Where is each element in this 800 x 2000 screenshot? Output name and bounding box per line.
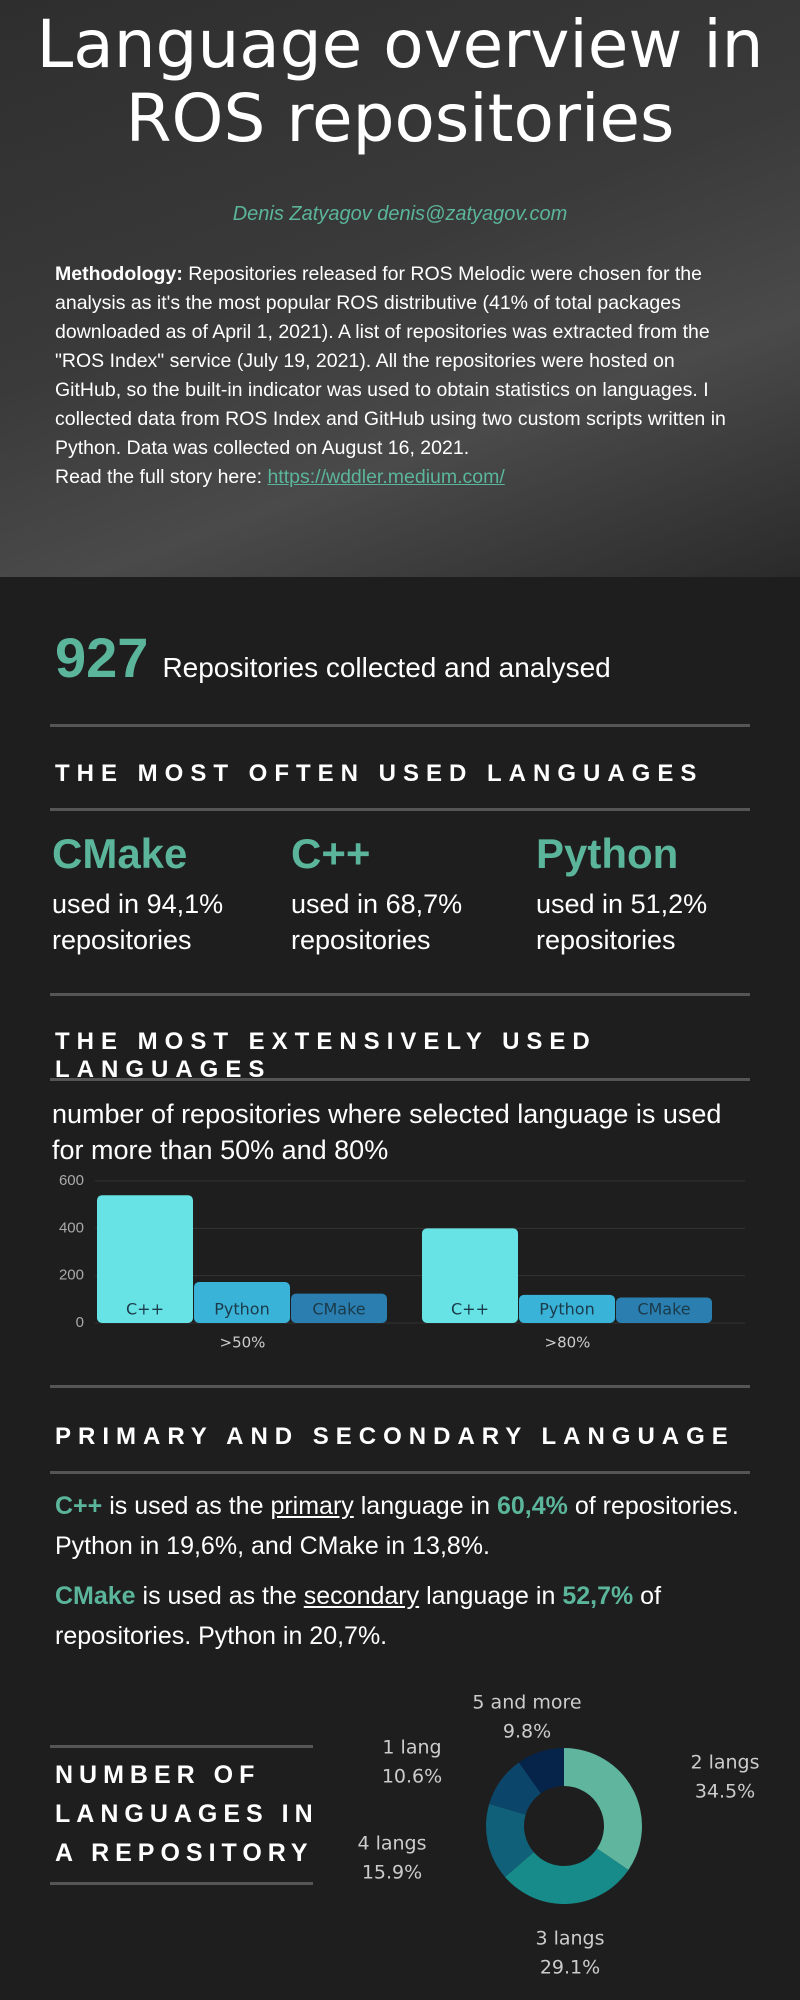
bar-series-label: Python [539, 1300, 594, 1319]
x-tick-label: >50% [220, 1334, 266, 1352]
pie-slice [518, 1748, 564, 1794]
share: 52,7% [562, 1582, 634, 1610]
secondary-paragraph: CMake is used as the secondary language … [55, 1576, 755, 1656]
language-card: CMake used in 94,1% repositories [52, 830, 252, 958]
role: secondary [303, 1582, 420, 1610]
text: is used as the [109, 1492, 264, 1520]
slice-category: 2 langs [690, 1752, 759, 1774]
methodology: Methodology: Repositories released for R… [55, 260, 745, 492]
pie-title: NUMBER OF LANGUAGES IN A REPOSITORY [55, 1761, 319, 1867]
y-tick-label: 0 [76, 1314, 84, 1331]
slice-category: 5 and more [472, 1692, 581, 1714]
language-usage: used in 51,2% repositories [536, 889, 708, 955]
slice-value-label: 10.6% [382, 1766, 442, 1788]
language-name: Python [536, 830, 679, 877]
text: language in [360, 1492, 491, 1520]
divider [50, 1385, 750, 1388]
bar [616, 1297, 712, 1323]
role: primary [270, 1492, 354, 1520]
story-link[interactable]: https://wddler.medium.com/ [267, 466, 505, 488]
slice-category: 4 langs [357, 1833, 426, 1855]
slice-value-label: 34.5% [695, 1781, 755, 1803]
repo-count: 927 [55, 626, 149, 689]
bar [97, 1195, 193, 1323]
language: C++ [55, 1492, 103, 1520]
language-card: Python used in 51,2% repositories [536, 830, 736, 958]
divider [50, 808, 750, 811]
pie-slice [504, 1848, 629, 1904]
text: is used as the [142, 1582, 297, 1610]
title: Language overview in ROS repositories [36, 6, 764, 157]
pie-slice [489, 1762, 541, 1815]
divider [50, 993, 750, 996]
language-usage: used in 94,1% repositories [52, 889, 224, 955]
bar-series-label: C++ [451, 1300, 489, 1319]
language-name: C++ [291, 830, 371, 877]
divider [50, 1882, 313, 1885]
divider [50, 1471, 750, 1474]
bar [519, 1294, 615, 1323]
y-tick-label: 600 [59, 1172, 84, 1189]
divider [50, 1078, 750, 1081]
primary-paragraph: C++ is used as the primary language in 6… [55, 1486, 755, 1566]
text: of repositories. Python in 19,6%, and CM… [55, 1492, 739, 1560]
bar-chart: 0 200 400 600 C++ Python CMake >50% C++ Python CMa… [59, 1172, 745, 1352]
bar-series-label: C++ [126, 1300, 164, 1319]
methodology-text: Repositories released for ROS Melodic we… [55, 263, 726, 459]
pie-slice [486, 1803, 534, 1877]
y-tick-label: 400 [59, 1219, 84, 1236]
author: Denis Zatyagov denis@zatyagov.com [232, 203, 568, 225]
bar [422, 1228, 518, 1323]
hero [0, 0, 800, 577]
language-name: CMake [52, 830, 188, 877]
slice-value-label: 9.8% [503, 1721, 551, 1743]
slice-category: 3 langs [535, 1928, 604, 1950]
repo-text: Repositories collected and analysed [162, 652, 611, 683]
bar-series-label: Python [214, 1300, 269, 1319]
bar [291, 1293, 387, 1323]
section-heading: PRIMARY AND SECONDARY LANGUAGE [55, 1423, 735, 1450]
bar [194, 1282, 290, 1323]
methodology-label: Methodology: [55, 263, 183, 285]
slice-value-label: 15.9% [362, 1862, 422, 1884]
text: language in [426, 1582, 556, 1610]
divider [50, 724, 750, 727]
pie-chart: 2 langs 34.5% 3 langs 29.1% 4 langs 15.9% 1 la… [357, 1692, 759, 1979]
divider [50, 1745, 313, 1748]
section-heading: THE MOST OFTEN USED LANGUAGES [55, 760, 704, 787]
share: 60,4% [496, 1492, 568, 1520]
summary: 927 Repositories collected and analysed [55, 625, 611, 690]
text: of repositories. Python in 20,7%. [55, 1582, 662, 1650]
language: CMake [55, 1582, 136, 1610]
bar-series-label: CMake [637, 1300, 690, 1319]
read-more: Read the full story here: [55, 466, 263, 488]
language-usage: used in 68,7% repositories [291, 889, 463, 955]
x-tick-label: >80% [545, 1334, 591, 1352]
pie-slice [564, 1748, 642, 1870]
bar-series-label: CMake [312, 1300, 365, 1319]
bar-chart-title: number of repositories where selected la… [52, 1099, 722, 1165]
slice-category: 1 lang [382, 1737, 441, 1759]
language-card: C++ used in 68,7% repositories [291, 830, 491, 958]
y-tick-label: 200 [59, 1267, 84, 1284]
section-heading: THE MOST EXTENSIVELY USED LANGUAGES [55, 1028, 597, 1083]
slice-value-label: 29.1% [540, 1957, 600, 1979]
